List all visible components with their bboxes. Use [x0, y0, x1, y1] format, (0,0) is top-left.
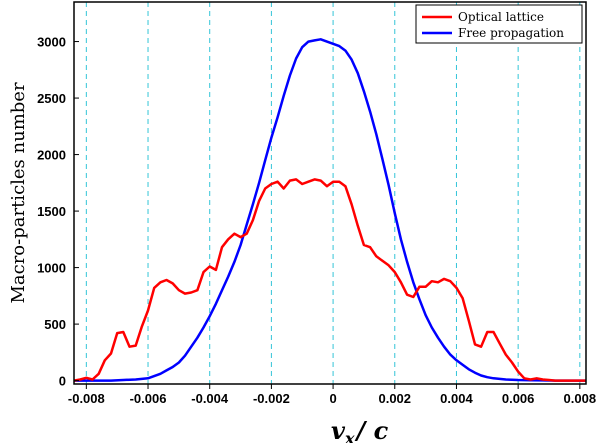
series-line-free-propagation [74, 38, 586, 382]
y-tick-label: 500 [44, 317, 66, 332]
legend-box [415, 4, 583, 44]
y-tick-label: 0 [59, 374, 66, 389]
x-tick-label: 0 [329, 391, 336, 406]
y-tick-label: 2500 [37, 91, 66, 106]
legend: Optical lattice Free propagation [415, 4, 583, 44]
x-tick-label: -0.002 [253, 391, 290, 406]
y-tick-label: 1000 [37, 261, 66, 276]
x-tick-label: 0.004 [440, 391, 473, 406]
y-tick-label: 3000 [37, 35, 66, 50]
x-axis-title-main: v [331, 416, 346, 443]
plot-frame [73, 1, 587, 385]
legend-label-free-propagation: Free propagation [458, 26, 564, 40]
y-tick-label: 2000 [37, 148, 66, 163]
x-tick-label: 0.002 [378, 391, 411, 406]
grid-layer [85, 2, 581, 384]
svg-text:vx/ c: vx/ c [331, 416, 389, 443]
x-tick-label: 0.006 [502, 391, 535, 406]
x-axis-title-rest: / c [355, 416, 389, 443]
series-layer [73, 38, 586, 382]
y-axis-title: Macro-particles number [8, 82, 29, 303]
x-ticks: -0.008 -0.006 -0.004 -0.002 0 0.002 0.004 0.006… [68, 384, 596, 406]
x-tick-label: -0.008 [68, 391, 105, 406]
y-tick-label: 1500 [37, 204, 66, 219]
x-tick-label: -0.004 [191, 391, 229, 406]
x-tick-label: 0.008 [564, 391, 597, 406]
series-line-optical-lattice [73, 178, 586, 382]
x-tick-label: -0.006 [130, 391, 167, 406]
x-axis-title-sub: x [344, 429, 355, 443]
y-ticks: 0 500 1000 1500 2000 2500 3000 [37, 35, 79, 389]
x-axis-title: vx/ c [331, 416, 389, 443]
legend-label-optical-lattice: Optical lattice [458, 10, 544, 24]
